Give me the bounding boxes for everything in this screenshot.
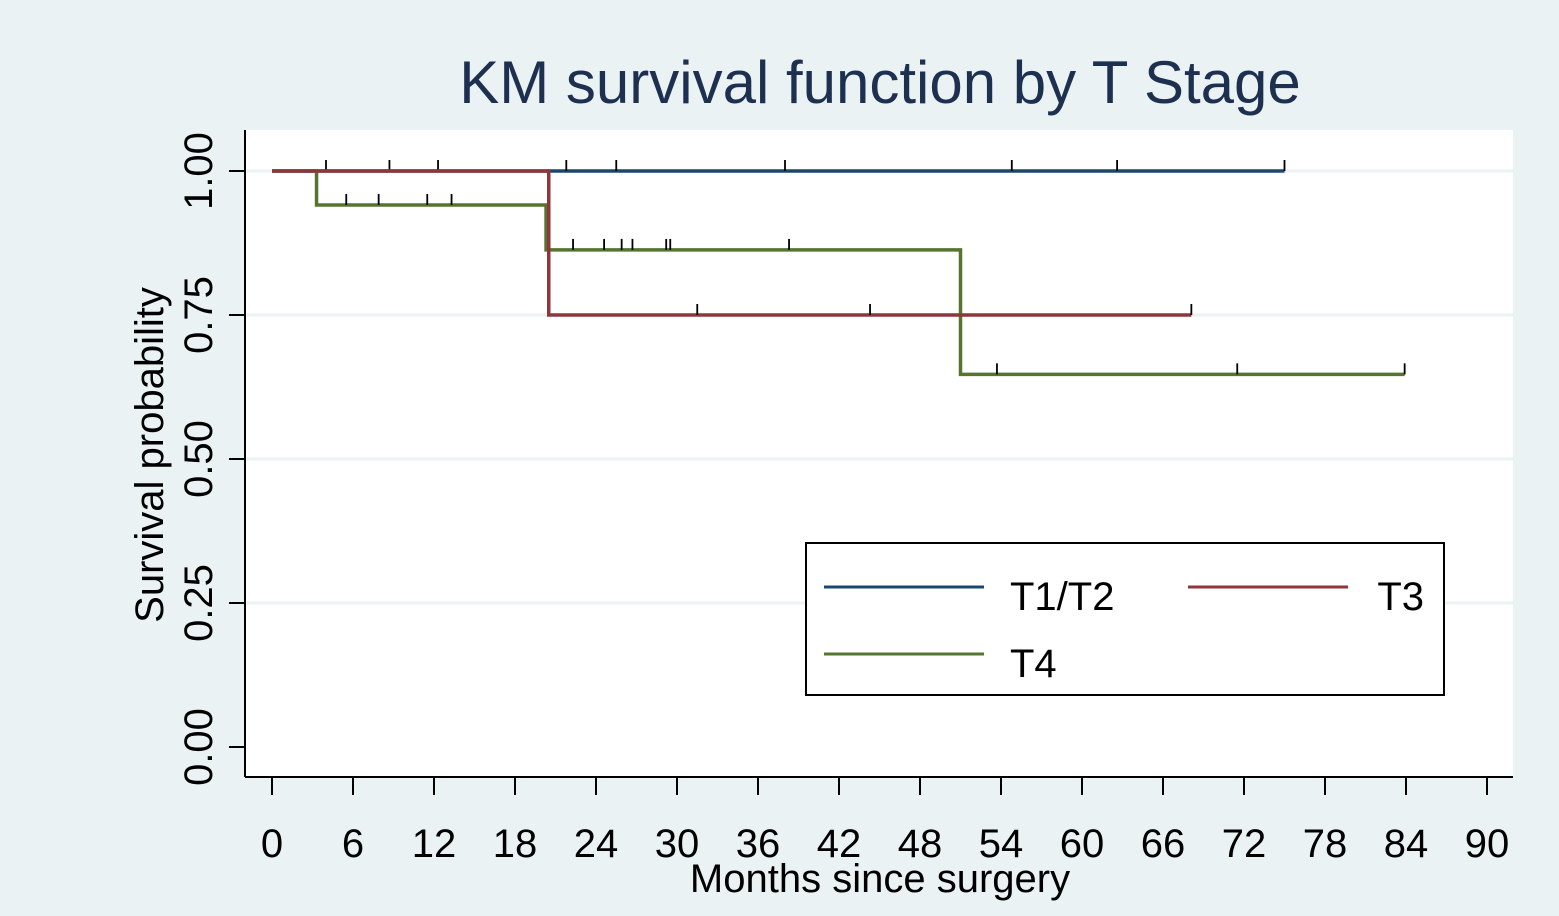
x-tick-label-10: 60 [1060,822,1105,866]
series-t3 [272,169,1193,317]
x-tick-label-0: 0 [261,822,283,866]
x-tick-label-14: 84 [1384,822,1429,866]
x-tick-label-9: 54 [979,822,1024,866]
series-t4 [272,169,1406,377]
x-tick-label-13: 78 [1303,822,1348,866]
y-axis-title: Survival probability [128,287,172,623]
x-tick-label-5: 30 [655,822,700,866]
x-tick-label-11: 66 [1141,822,1186,866]
x-tick-label-15: 90 [1465,822,1510,866]
x-axis-title: Months since surgery [690,857,1070,901]
y-tick-label-0: 0.00 [177,708,221,786]
series-layer [272,160,1406,377]
legend-label-t1t2: T1/T2 [1010,575,1114,619]
legend-label-t4: T4 [1010,642,1057,686]
x-tick-label-12: 72 [1222,822,1267,866]
x-tick-label-8: 48 [898,822,943,866]
x-tick-label-3: 18 [493,822,538,866]
chart-title: KM survival function by T Stage [459,49,1301,116]
x-tick-label-2: 12 [412,822,457,866]
x-tick-label-4: 24 [574,822,619,866]
y-tick-label-4: 1.00 [177,132,221,210]
legend: T1/T2 T3 T4 [805,542,1445,696]
x-tick-label-7: 42 [817,822,862,866]
x-tick-label-6: 36 [736,822,781,866]
y-tick-label-2: 0.50 [177,420,221,498]
series-line-t4 [272,169,1405,377]
legend-box [805,542,1445,696]
axes: 0.00 0.25 0.50 0.75 1.00 0 6 12 18 24 30 36 42 48 54 60… [177,130,1513,866]
y-tick-label-3: 0.75 [177,276,221,354]
y-tick-label-1: 0.25 [177,564,221,642]
x-tick-label-1: 6 [342,822,364,866]
legend-label-t3: T3 [1377,575,1424,619]
